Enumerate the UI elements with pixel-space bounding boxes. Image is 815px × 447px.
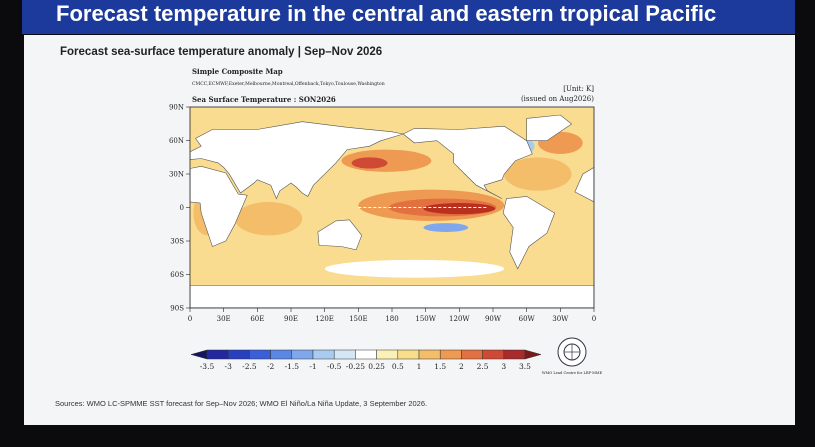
lon-label: 30W <box>552 315 569 323</box>
colorbar-label: 3 <box>501 362 506 371</box>
colorbar-label: -3 <box>225 362 233 371</box>
colorbar-label: 2.5 <box>477 362 489 371</box>
colorbar-segment <box>227 349 250 360</box>
land <box>317 219 363 251</box>
colorbar-label: -0.5 <box>327 362 342 371</box>
anomaly-patch <box>351 157 388 169</box>
logo-text: WMO Lead Centre for LRF-MME <box>542 371 603 375</box>
anomaly-patch <box>423 203 496 215</box>
colorbar-segment <box>333 349 356 360</box>
colorbar-segment <box>461 349 483 360</box>
land <box>574 167 594 203</box>
colorbar-label: 1 <box>417 362 422 371</box>
colorbar-segment <box>439 349 462 360</box>
colorbar-segment <box>270 349 293 360</box>
land <box>190 285 594 308</box>
map: 90N 60N 30N 0 30S 60S 90S 0 30E 60E 90E 120E 150E 180… <box>169 104 596 324</box>
lon-label: 30E <box>217 315 231 323</box>
colorbar-label: 2 <box>459 362 464 371</box>
lon-label: 90W <box>485 315 502 323</box>
anomaly-patch <box>234 201 303 236</box>
map-heading: Simple Composite Map <box>192 67 283 76</box>
colorbar-segment <box>355 349 377 360</box>
colorbar-label: -2.5 <box>242 362 257 371</box>
lat-label: 90S <box>170 305 184 313</box>
lon-label: 150W <box>415 315 436 323</box>
colorbar-label: 1.5 <box>434 362 446 371</box>
colorbar-label: 3.5 <box>519 362 531 371</box>
lon-label: 120E <box>315 315 333 323</box>
colorbar-label: -0.25 <box>346 362 365 371</box>
colorbar-label: -1.5 <box>285 362 300 371</box>
colorbar: -3.5 -3 -2.5 -2 -1.5 -1 -0.5 -0.25 0.25 0.5 1 1.5 2 2… <box>190 349 542 371</box>
lat-label: 30S <box>170 238 184 246</box>
anomaly-patch <box>504 157 572 191</box>
lon-label: 0 <box>188 315 192 323</box>
lon-label: 60W <box>519 315 536 323</box>
lon-label: 120W <box>449 315 470 323</box>
colorbar-segment <box>397 349 420 360</box>
colorbar-segment <box>312 349 335 360</box>
land <box>526 114 573 141</box>
lon-label: 150E <box>349 315 367 323</box>
colorbar-segment <box>249 349 271 360</box>
land <box>502 196 556 270</box>
lat-label: 60N <box>169 137 184 145</box>
lat-label: 90N <box>169 104 184 112</box>
colorbar-label: -3.5 <box>200 362 215 371</box>
colorbar-end <box>190 349 208 360</box>
colorbar-segment <box>418 349 441 360</box>
anomaly-patch <box>324 259 505 278</box>
title-bar: Forecast temperature in the central and … <box>22 0 795 34</box>
colorbar-segment <box>503 349 526 360</box>
colorbar-segment <box>482 349 505 360</box>
lon-label: 90E <box>284 315 298 323</box>
model-list: CMCC,ECMWF,Exeter,Melbourne,Montreal,Off… <box>192 81 385 87</box>
map-layer <box>190 107 594 308</box>
wmo-logo: WMO Lead Centre for LRF-MME <box>542 337 603 375</box>
lon-label: 0 <box>592 315 596 323</box>
colorbar-label: -2 <box>267 362 275 371</box>
colorbar-segment <box>206 349 229 360</box>
colorbar-label: 0.5 <box>392 362 404 371</box>
land <box>402 125 533 199</box>
sources: Sources: WMO LC-SPMME SST forecast for S… <box>55 399 428 408</box>
lat-label: 0 <box>180 204 184 212</box>
panel-title: Sea Surface Temperature : SON2026 <box>192 95 336 104</box>
lon-label: 60E <box>250 315 264 323</box>
land <box>190 165 248 247</box>
colorbar-label: 0.25 <box>368 362 385 371</box>
slide-title: Forecast temperature in the central and … <box>56 1 717 26</box>
lat-label: 30N <box>169 171 184 179</box>
slide-subtitle: Forecast sea-surface temperature anomaly… <box>60 46 383 58</box>
lon-label: 180 <box>385 315 398 323</box>
colorbar-label: -1 <box>309 362 316 371</box>
land <box>190 121 404 200</box>
issued: (issued on Aug2026) <box>521 95 594 103</box>
lat-label: 60S <box>170 271 184 279</box>
colorbar-end <box>524 349 542 360</box>
anomaly-patch <box>423 223 469 233</box>
colorbar-segment <box>376 349 399 360</box>
map-frame <box>189 106 595 309</box>
colorbar-segment <box>291 349 314 360</box>
unit: [Unit: K] <box>563 85 594 93</box>
